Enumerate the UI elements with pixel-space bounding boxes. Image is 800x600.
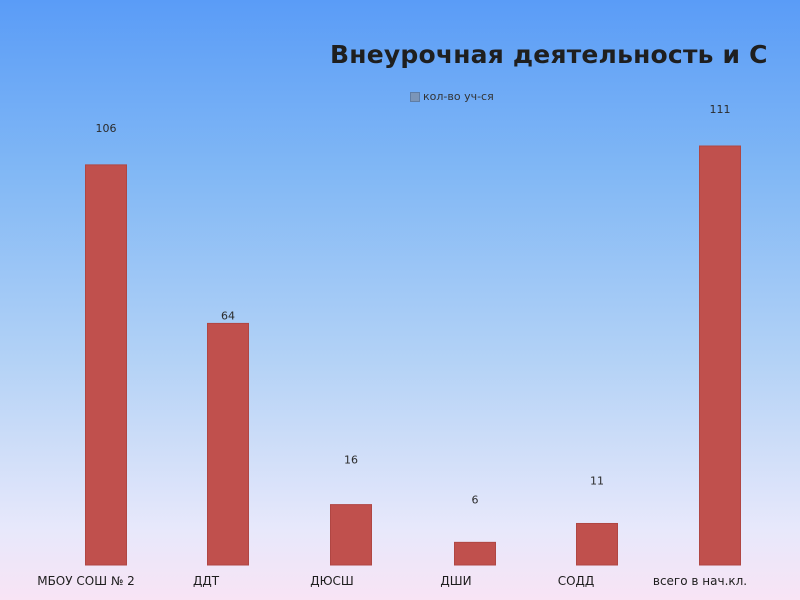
legend-swatch [410,91,420,102]
x-tick-label-6: всего в нач.кл. [653,574,747,588]
legend: кол-во уч-ся [410,90,494,103]
bar-6 [699,145,741,566]
data-label-4: 6 [472,493,479,506]
chart-title: Внеурочная деятельность и С [330,40,768,69]
data-label-2: 64 [221,309,235,322]
bar-5 [576,522,618,566]
x-tick-label-1: МБОУ СОШ № 2 [37,574,135,588]
data-label-3: 16 [344,454,358,467]
bar-3 [330,504,372,566]
data-label-6: 111 [710,103,731,116]
x-tick-label-4: ДШИ [440,574,471,588]
data-label-5: 11 [590,474,604,487]
bar-1 [85,164,127,566]
x-tick-label-3: ДЮСШ [310,574,354,588]
x-tick-label-2: ДДТ [193,574,220,588]
legend-label: кол-во уч-ся [423,90,494,103]
bar-4 [454,541,496,566]
bar-2 [207,322,249,566]
data-label-1: 106 [96,122,117,135]
x-tick-label-5: СОДД [558,574,595,588]
